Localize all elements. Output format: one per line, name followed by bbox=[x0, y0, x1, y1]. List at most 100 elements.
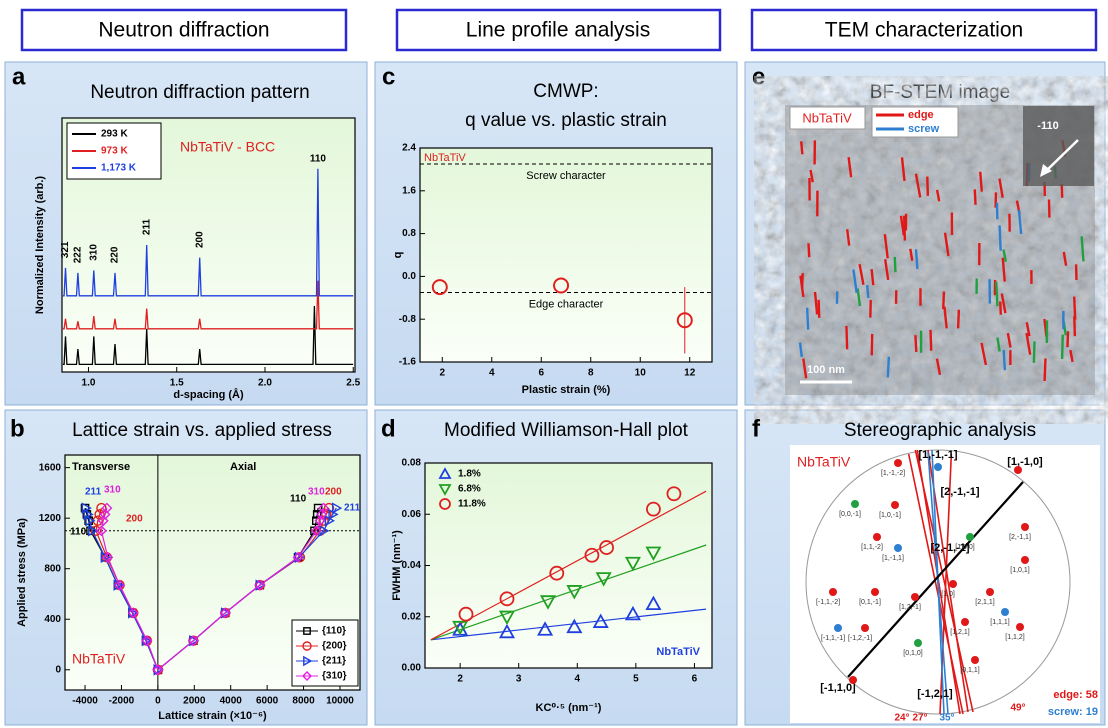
pole-label: [1,0] bbox=[941, 591, 955, 598]
pole-label: [0,1,1] bbox=[960, 667, 980, 674]
dislocation bbox=[980, 172, 982, 192]
angle-label: 35° bbox=[939, 713, 954, 724]
pole-label: [0,0,-1] bbox=[839, 511, 861, 518]
dislocation bbox=[1034, 341, 1035, 362]
curve-label: 110 bbox=[290, 494, 307, 505]
scale-label: 100 nm bbox=[807, 364, 845, 376]
pole-label: [1,1,-2] bbox=[861, 544, 883, 551]
dislocation bbox=[915, 335, 916, 352]
region-label: Transverse bbox=[72, 461, 130, 473]
y-axis-label: Applied stress (MPa) bbox=[16, 518, 28, 627]
y-tick-label: 800 bbox=[44, 563, 61, 574]
x-axis-label: d-spacing (Å) bbox=[173, 388, 244, 401]
pole bbox=[1016, 623, 1024, 631]
x-tick-label: 6000 bbox=[256, 696, 279, 707]
x-tick-label: 2000 bbox=[183, 696, 206, 707]
annotation: NbTaTiV bbox=[72, 651, 126, 667]
x-tick-label: 4 bbox=[575, 674, 581, 685]
pole bbox=[861, 624, 869, 632]
dislocation bbox=[1074, 297, 1075, 320]
y-tick-label: 0 bbox=[55, 664, 61, 675]
panel-title: Neutron diffraction pattern bbox=[90, 82, 309, 103]
dislocation bbox=[927, 177, 928, 196]
dislocation bbox=[916, 249, 917, 269]
panel-title: Lattice strain vs. applied stress bbox=[72, 420, 332, 441]
y-tick-label: 2.4 bbox=[402, 143, 416, 154]
pole-label: [0,1,0] bbox=[903, 650, 923, 657]
pole-label: [2,-1,-1] bbox=[940, 486, 979, 498]
x-tick-label: 4000 bbox=[220, 696, 243, 707]
dislocation bbox=[958, 310, 959, 329]
direction-label: -110 bbox=[1037, 120, 1058, 132]
dislocation bbox=[1045, 358, 1046, 381]
y-tick-label: -0.8 bbox=[399, 314, 417, 325]
curve-label: 110 bbox=[70, 527, 87, 538]
dislocation bbox=[801, 141, 802, 154]
x-tick-label: 2.5 bbox=[346, 378, 360, 389]
legend-label: edge bbox=[908, 109, 934, 121]
annotation: NbTaTiV bbox=[424, 152, 466, 164]
x-tick-label: 8000 bbox=[292, 696, 315, 707]
header: Line profile analysis bbox=[466, 19, 650, 42]
pole-label: [-1,1,-2] bbox=[816, 599, 840, 606]
legend-label: 293 K bbox=[101, 129, 128, 140]
sample-label: NbTaTiV bbox=[802, 110, 852, 125]
y-tick-label: 0.00 bbox=[402, 663, 422, 674]
pole-label: [-1,1,0] bbox=[820, 682, 856, 694]
curve-label: 211 bbox=[344, 503, 361, 514]
pole-label: [-1,1,-1] bbox=[821, 635, 845, 642]
peak-label: 220 bbox=[110, 246, 121, 263]
y-tick-label: 0.04 bbox=[402, 560, 422, 571]
x-tick-label: 10000 bbox=[326, 696, 354, 707]
y-tick-label: 1600 bbox=[39, 462, 62, 473]
peak-label: 222 bbox=[73, 246, 84, 263]
legend-label: screw bbox=[908, 123, 940, 135]
pole-label: [1,1,2] bbox=[1005, 634, 1025, 641]
x-tick-label: 6 bbox=[692, 674, 698, 685]
dislocation bbox=[1062, 335, 1063, 359]
curve-label: 200 bbox=[325, 487, 342, 498]
header: TEM characterization bbox=[825, 19, 1023, 42]
dislocation bbox=[943, 292, 944, 309]
reference-label: Edge character bbox=[529, 298, 604, 310]
y-tick-label: 0.06 bbox=[402, 509, 422, 520]
x-tick-label: 5 bbox=[633, 674, 639, 685]
dislocation bbox=[819, 300, 820, 318]
x-tick-label: 2.0 bbox=[258, 378, 272, 389]
pole-label: [-1,2,1] bbox=[917, 688, 953, 700]
y-axis-label: Normalized Intensity (arb.) bbox=[34, 176, 46, 314]
header: Neutron diffraction bbox=[98, 19, 269, 42]
peak-label: 200 bbox=[194, 231, 205, 248]
dislocation bbox=[1067, 331, 1068, 347]
curve-label: 310 bbox=[104, 485, 121, 496]
pole-label: [0,1,-1] bbox=[859, 599, 881, 606]
pole-label: [2,-1,1] bbox=[1009, 534, 1031, 541]
x-axis-label: KC⁰·⁵ (nm⁻¹) bbox=[536, 702, 602, 714]
x-tick-label: 8 bbox=[588, 368, 594, 379]
pole bbox=[961, 618, 969, 626]
pole-label: [1,-1,-1] bbox=[918, 449, 957, 461]
curve-label: 211 bbox=[85, 487, 102, 498]
panel-title: Modified Williamson-Hall plot bbox=[444, 420, 689, 441]
dislocation bbox=[872, 269, 874, 285]
pole bbox=[911, 593, 919, 601]
y-tick-label: 1.6 bbox=[402, 185, 416, 196]
region-label: Axial bbox=[230, 461, 256, 473]
peak-label: 211 bbox=[141, 218, 152, 235]
dislocation bbox=[904, 216, 905, 241]
x-tick-label: 1.0 bbox=[82, 378, 96, 389]
annotation: NbTaTiV - BCC bbox=[180, 139, 275, 155]
panel-letter: e bbox=[752, 63, 765, 90]
pole bbox=[949, 580, 957, 588]
pole bbox=[894, 459, 902, 467]
peak-label: 310 bbox=[88, 244, 99, 261]
pole bbox=[894, 544, 902, 552]
hrtem-inset bbox=[1023, 106, 1094, 186]
y-tick-label: 0.8 bbox=[402, 228, 416, 239]
angle-label: 24° bbox=[894, 713, 909, 724]
pole-label: [2,1,1] bbox=[975, 599, 995, 606]
pole bbox=[934, 463, 942, 471]
legend-label: 973 K bbox=[101, 146, 128, 157]
y-tick-label: 0.0 bbox=[402, 271, 416, 282]
pole bbox=[849, 676, 857, 684]
